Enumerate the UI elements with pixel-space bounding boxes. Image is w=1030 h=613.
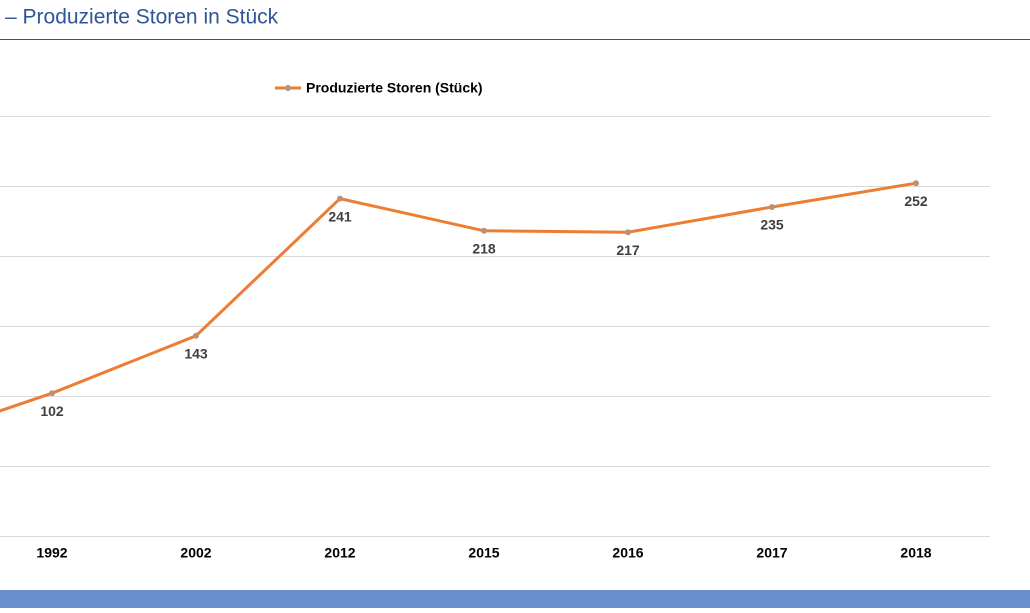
data-label: 252 <box>904 193 928 209</box>
chart-title: – Produzierte Storen in Stück <box>5 6 279 29</box>
x-tick-label: 2002 <box>180 545 211 561</box>
x-tick-label: 2018 <box>900 545 931 561</box>
legend-label: Produzierte Storen (Stück) <box>306 80 483 96</box>
x-tick-label: 2016 <box>612 545 643 561</box>
point <box>769 204 775 210</box>
x-tick-label: 1992 <box>36 545 67 561</box>
legend-marker <box>285 85 291 91</box>
point <box>193 332 199 339</box>
point <box>625 229 631 236</box>
point <box>481 227 487 234</box>
point <box>913 180 919 187</box>
footer-bar <box>0 590 1030 608</box>
series-line <box>0 181 917 413</box>
data-label: 241 <box>328 208 352 224</box>
point <box>49 390 55 397</box>
data-label: 217 <box>616 242 640 258</box>
x-tick-label: 2015 <box>468 545 499 561</box>
data-label: 235 <box>760 217 784 233</box>
data-label: 143 <box>184 346 208 362</box>
x-tick-label: 2017 <box>756 545 787 561</box>
point <box>337 195 343 202</box>
data-label: 218 <box>472 241 496 257</box>
x-tick-label: 2012 <box>324 545 355 561</box>
data-label: 102 <box>40 403 64 419</box>
